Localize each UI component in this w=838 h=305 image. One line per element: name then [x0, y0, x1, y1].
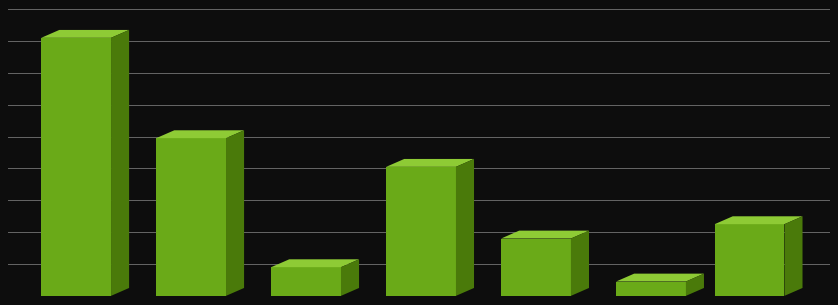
Polygon shape — [715, 224, 784, 296]
Polygon shape — [456, 159, 474, 296]
Polygon shape — [616, 274, 704, 282]
Polygon shape — [341, 259, 359, 296]
Polygon shape — [501, 231, 589, 239]
Polygon shape — [111, 30, 129, 296]
Polygon shape — [41, 30, 129, 38]
Polygon shape — [501, 239, 571, 296]
Polygon shape — [386, 167, 456, 296]
Polygon shape — [616, 282, 685, 296]
Polygon shape — [685, 274, 704, 296]
Polygon shape — [272, 259, 359, 267]
Polygon shape — [386, 159, 474, 167]
Polygon shape — [156, 130, 244, 138]
Polygon shape — [156, 138, 226, 296]
Polygon shape — [784, 216, 803, 296]
Polygon shape — [571, 231, 589, 296]
Polygon shape — [715, 216, 803, 224]
Polygon shape — [226, 130, 244, 296]
Polygon shape — [272, 267, 341, 296]
Polygon shape — [41, 38, 111, 296]
